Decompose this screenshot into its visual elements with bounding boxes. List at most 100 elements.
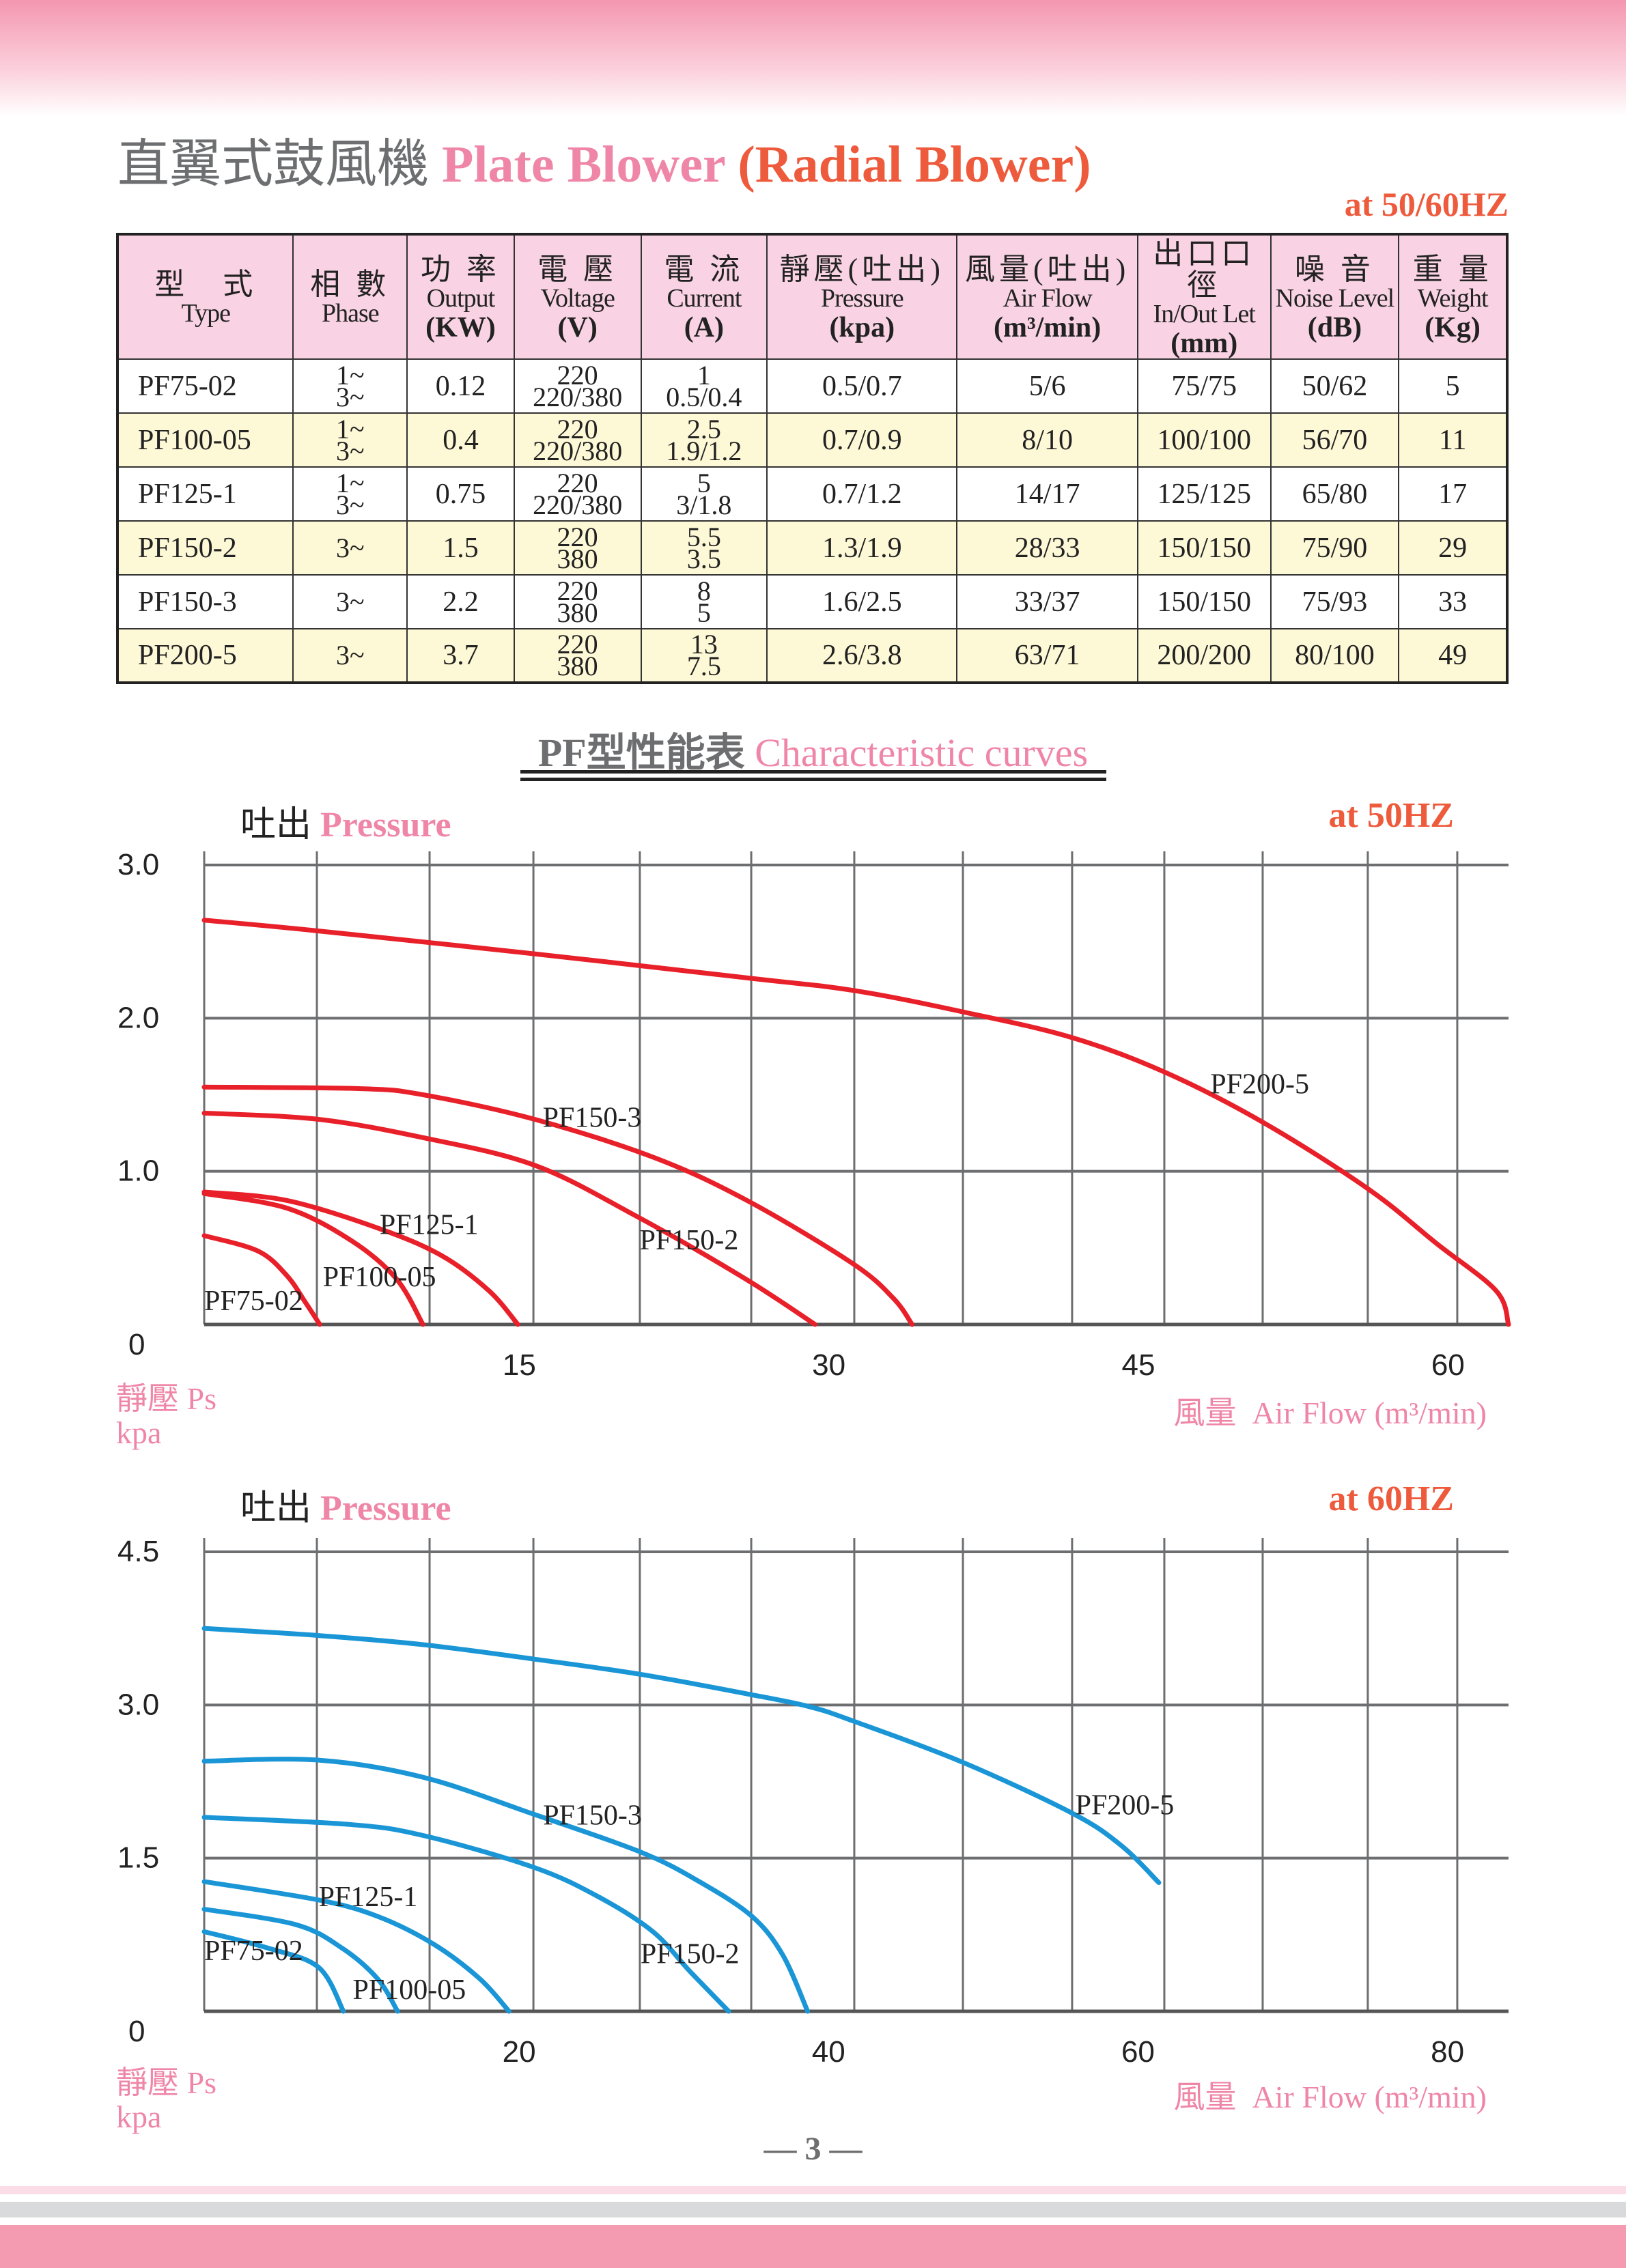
y-tick-label: 3.0 [117,1688,159,1721]
column-header-en: Phase [321,299,380,328]
cell-line: 220/380 [533,381,623,412]
cell-pressure: 1.6/2.5 [766,574,958,630]
xlabel-zh: 風量 [1173,2080,1237,2114]
curve-pf200-5 [201,918,1511,1327]
cell-line: 1~ [335,359,365,391]
pressure-label-zh: 吐出 [240,1489,312,1528]
xlabel-en: Air Flow (m³/min) [1252,2080,1487,2114]
column-header-en: Weight [1417,284,1489,313]
x-tick-label: 80 [1431,2035,1464,2069]
cell-line: 8 [697,575,711,606]
table-row: PF150-3 3~ 2.2 220 380 8 5 1.6/2.5 33/37 150/150 7… [116,574,1508,630]
curve-label: PF150-3 [543,1103,642,1134]
cell-pressure: 0.7/1.2 [766,466,958,522]
cell-line: 380 [557,597,598,628]
cell-noise: 80/100 [1270,628,1400,684]
curve-label: PF75-02 [204,1286,303,1317]
x-tick-label: 40 [812,2035,845,2069]
column-header-en: Type [181,299,231,328]
cell-line: 3.5 [686,543,721,574]
y-tick-label: 1.5 [117,1841,159,1875]
chart-60hz-ylabel: 靜壓 Ps [116,2065,216,2100]
column-header: 相 數 Phase [292,233,408,360]
curve-pf100-05 [201,1906,400,2014]
cell-line: 2.5 [686,413,721,444]
cell-line: 220 [557,521,598,552]
cell-output: 0.75 [406,466,515,522]
cell-airflow: 14/17 [956,466,1138,522]
cell-line: 3~ [335,435,365,466]
cell-line: 1 [697,359,711,391]
table-row: PF75-02 1~ 3~ 0.12 220 220/380 1 0.5/0.4 0.5/0.7… [116,358,1508,414]
curve-label: PF200-5 [1210,1068,1309,1100]
curve-pf75-02 [201,1233,322,1327]
cell-line: 220 [557,413,598,444]
column-header-unit: (m³/min) [994,312,1102,344]
y-tick-label: 3.0 [117,848,159,881]
column-header: 噪 音 Noise Level (dB) [1270,233,1400,360]
cell-output: 2.2 [406,574,515,630]
cell-voltage: 220 220/380 [513,358,642,414]
cell-voltage: 220 380 [513,574,642,630]
table-row: PF150-2 3~ 1.5 220 380 5.5 3.5 1.3/1.9 28/33 150/… [116,520,1508,576]
cell-inout: 125/125 [1136,466,1272,522]
x-tick-label: 45 [1121,1348,1155,1382]
column-header-unit: (V) [557,312,598,344]
column-header-unit: (KW) [425,312,496,344]
footer-stripe-grey [0,2202,1626,2217]
column-header-unit: (kpa) [829,312,895,344]
column-header-unit: (A) [684,312,725,344]
cell-noise: 75/93 [1270,574,1400,630]
x-tick-label: 15 [503,1348,536,1382]
pressure-label-en: Pressure [320,806,451,845]
page-title: 直翼式鼓風機 Plate Blower (Radial Blower) [117,122,1091,197]
cell-inout: 100/100 [1136,412,1272,468]
x-tick-label: 20 [503,2035,536,2069]
cell-weight: 49 [1398,628,1508,684]
column-header-zh: 風量(吐出) [964,253,1130,287]
chart-50hz-frequency: at 50HZ [1328,796,1454,835]
cell-line: 0.5/0.4 [666,381,742,412]
cell-weight: 29 [1398,520,1508,576]
cell-output: 0.4 [406,412,515,468]
cell-pressure: 0.7/0.9 [766,412,958,468]
column-header-zh: 相 數 [310,268,391,302]
curve-label: PF125-1 [380,1210,479,1241]
cell-line: 220 [557,629,598,660]
curve-pf150-2 [201,1815,731,2014]
curve-label: PF150-3 [543,1800,642,1831]
cell-line: 220/380 [533,489,623,520]
cell-line: 220/380 [533,435,623,466]
curve-pf100-05 [201,1191,425,1327]
cell-type: PF75-02 [116,358,294,414]
table-body: PF75-02 1~ 3~ 0.12 220 220/380 1 0.5/0.4 0.5/0.7… [116,358,1508,684]
curve-label: PF100-05 [353,1974,466,2006]
xlabel-zh: 風量 [1173,1395,1237,1430]
chart-50hz-yunit: kpa [116,1415,162,1450]
cell-inout: 200/200 [1136,628,1272,684]
cell-airflow: 33/37 [956,574,1138,630]
curve-label: PF75-02 [204,1936,303,1967]
curve-pf200-5 [201,1626,1162,1886]
cell-weight: 33 [1398,574,1508,630]
cell-line: 13 [690,629,718,660]
column-header-unit: (dB) [1307,312,1362,344]
cell-pressure: 1.3/1.9 [766,520,958,576]
column-header: 靜壓(吐出) Pressure (kpa) [766,233,958,360]
cell-type: PF125-1 [116,466,294,522]
column-header: 型 式 Type [116,233,294,360]
cell-line: 220 [557,467,598,498]
cell-voltage: 220 220/380 [513,412,642,468]
cell-type: PF150-3 [116,574,294,630]
cell-pressure: 2.6/3.8 [766,628,958,684]
cell-voltage: 220 380 [513,520,642,576]
section-double-underline [520,770,1106,781]
chart-50hz-pressure-label: 吐出 Pressure [240,795,451,847]
cell-inout: 150/150 [1136,574,1272,630]
cell-airflow: 28/33 [956,520,1138,576]
cell-output: 3.7 [406,628,515,684]
table-row: PF200-5 3~ 3.7 220 380 13 7.5 2.6/3.8 63/71 200/2… [116,628,1508,684]
cell-phase: 1~ 3~ [292,358,408,414]
